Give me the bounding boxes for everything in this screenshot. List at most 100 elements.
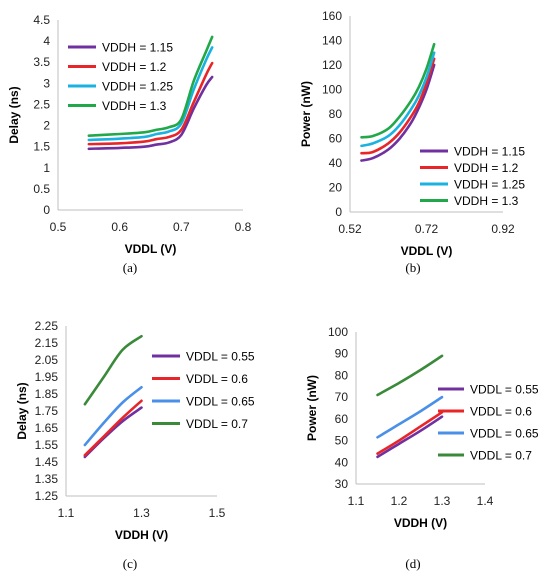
x-axis-title: VDDH (V) — [394, 516, 447, 530]
y-tick-label: 160 — [322, 9, 342, 23]
y-tick-label: 40 — [335, 455, 349, 469]
y-tick-label: 0 — [43, 203, 50, 217]
series-line-d-2 — [376, 395, 444, 439]
legend-label-3: VDDL = 0.7 — [470, 449, 532, 463]
series-line-d-1 — [376, 411, 444, 455]
x-axis-title: VDDH (V) — [115, 528, 168, 542]
y-tick-label: 2.15 — [35, 336, 59, 350]
y-tick-label: 3 — [43, 76, 50, 90]
legend-label-2: VDDH = 1.25 — [102, 80, 173, 94]
legend-label-2: VDDH = 1.25 — [454, 178, 525, 192]
y-axis-title: Delay (ns) — [15, 382, 29, 439]
y-tick-label: 1.85 — [35, 387, 59, 401]
x-tick-label: 0.52 — [338, 222, 362, 236]
y-tick-label: 1.25 — [35, 489, 59, 503]
y-axis-title: Power (nW) — [305, 375, 319, 441]
series-line-a-3 — [87, 35, 214, 137]
x-tick-label: 0.72 — [415, 222, 439, 236]
chart-panel-d: 30 40 50 60 70 80 90 100 1.1 1.2 1.3 1.4 VDDH (V) Pow… — [305, 325, 539, 571]
y-tick-label: 2.25 — [35, 319, 59, 333]
legend-label-3: VDDL = 0.7 — [186, 417, 248, 431]
y-tick-label: 80 — [335, 368, 349, 382]
y-tick-label: 4 — [43, 34, 50, 48]
series-line-c-2 — [83, 385, 143, 447]
y-tick-label: 120 — [322, 58, 342, 72]
series-line-c-3 — [83, 334, 143, 406]
x-tick-label: 0.92 — [491, 222, 515, 236]
y-tick-label: 60 — [335, 412, 349, 426]
y-tick-label: 1.65 — [35, 421, 59, 435]
series-line-c-0 — [83, 406, 143, 459]
legend-label-3: VDDH = 1.3 — [454, 194, 519, 208]
legend-label-0: VDDH = 1.15 — [454, 145, 525, 159]
x-tick-label: 0.8 — [235, 220, 252, 234]
y-tick-label: 1.45 — [35, 455, 59, 469]
y-tick-label: 80 — [329, 107, 343, 121]
y-tick-label: 1.95 — [35, 370, 59, 384]
series-line-a-1 — [87, 61, 214, 146]
legend-label-1: VDDH = 1.2 — [102, 60, 167, 74]
y-tick-label: 0 — [335, 205, 342, 219]
y-tick-label: 60 — [329, 132, 343, 146]
series-line-b-3 — [360, 42, 436, 139]
series-line-d-3 — [376, 354, 444, 397]
x-tick-label: 0.6 — [111, 220, 128, 234]
y-tick-label: 40 — [329, 156, 343, 170]
x-tick-label: 1.1 — [348, 494, 365, 508]
x-tick-label: 0.7 — [173, 220, 190, 234]
legend-label-0: VDDH = 1.15 — [102, 41, 173, 55]
panel-caption-a: (a) — [123, 260, 137, 275]
y-tick-label: 1 — [43, 161, 50, 175]
chart-panel-c: 1.25 1.35 1.45 1.55 1.65 1.75 1.85 1.95 2.05 2.15… — [15, 319, 255, 571]
x-tick-label: 1.4 — [477, 494, 494, 508]
legend-a: VDDH = 1.15 VDDH = 1.2 VDDH = 1.25 VDDH = 1… — [68, 41, 173, 113]
y-tick-label: 100 — [328, 325, 348, 339]
legend-label-0: VDDL = 0.55 — [186, 350, 255, 364]
chart-panel-b: 0 20 40 60 80 100 120 140 160 0.52 0.72 0.92 VDDL (V… — [299, 9, 525, 275]
series-line-c-1 — [83, 399, 143, 457]
series-line-b-2 — [360, 51, 436, 148]
legend-label-1: VDDH = 1.2 — [454, 161, 519, 175]
panel-caption-d: (d) — [405, 556, 420, 571]
panel-caption-b: (b) — [405, 260, 420, 275]
x-axis-title: VDDL (V) — [401, 244, 453, 258]
legend-label-3: VDDH = 1.3 — [102, 99, 167, 113]
series-line-b-1 — [360, 57, 436, 155]
y-tick-label: 140 — [322, 34, 342, 48]
legend-label-1: VDDL = 0.6 — [470, 405, 532, 419]
y-tick-label: 30 — [335, 477, 349, 491]
y-axis-title: Power (nW) — [299, 81, 313, 147]
series-line-d-0 — [376, 415, 444, 459]
y-tick-label: 1.75 — [35, 404, 59, 418]
y-tick-label: 90 — [335, 347, 349, 361]
y-tick-label: 2.05 — [35, 353, 59, 367]
legend-label-2: VDDL = 0.65 — [470, 427, 539, 441]
y-tick-label: 70 — [335, 390, 349, 404]
y-tick-label: 2.5 — [33, 97, 50, 111]
y-tick-label: 1.5 — [33, 140, 50, 154]
x-tick-label: 0.5 — [50, 220, 67, 234]
legend-label-0: VDDL = 0.55 — [470, 383, 539, 397]
y-tick-label: 0.5 — [33, 182, 50, 196]
y-tick-label: 1.35 — [35, 472, 59, 486]
legend-label-1: VDDL = 0.6 — [186, 372, 248, 386]
legend-label-2: VDDL = 0.65 — [186, 395, 255, 409]
y-tick-label: 2 — [43, 119, 50, 133]
y-tick-label: 100 — [322, 83, 342, 97]
x-tick-label: 1.3 — [133, 506, 150, 520]
x-axis-title: VDDL (V) — [125, 242, 177, 256]
series-line-b-0 — [360, 63, 436, 162]
x-tick-label: 1.1 — [58, 506, 75, 520]
legend-b: VDDH = 1.15 VDDH = 1.2 VDDH = 1.25 VDDH = 1… — [420, 145, 525, 208]
x-tick-label: 1.5 — [209, 506, 226, 520]
series-line-a-0 — [87, 75, 214, 151]
legend-c: VDDL = 0.55 VDDL = 0.6 VDDL = 0.65 VDDL = 0… — [152, 350, 255, 431]
y-tick-label: 50 — [335, 434, 349, 448]
x-tick-label: 1.3 — [434, 494, 451, 508]
x-tick-label: 1.2 — [391, 494, 408, 508]
panel-caption-c: (c) — [123, 556, 137, 571]
y-tick-label: 20 — [329, 181, 343, 195]
y-tick-label: 1.55 — [35, 438, 59, 452]
